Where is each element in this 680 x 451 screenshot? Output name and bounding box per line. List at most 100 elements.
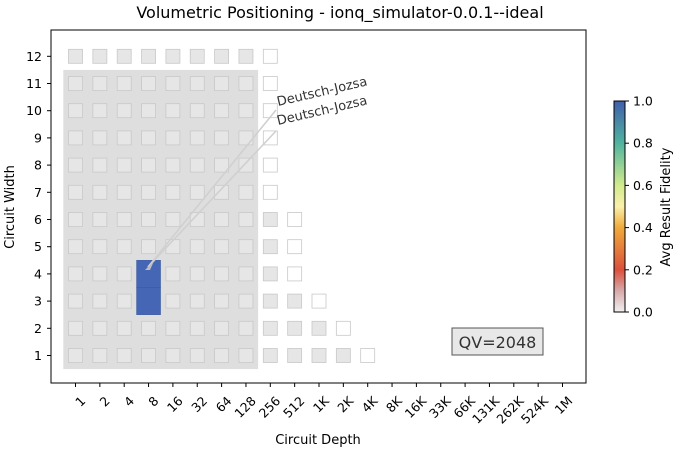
background-cell	[141, 103, 156, 119]
x-tick-label: 8	[145, 393, 161, 409]
background-cell	[92, 103, 108, 119]
background-cell	[214, 157, 230, 173]
background-cell	[214, 348, 230, 363]
background-cell	[360, 348, 376, 363]
background-cell	[262, 212, 278, 227]
background-cell	[141, 212, 156, 227]
background-cell	[141, 184, 156, 200]
background-cell	[287, 212, 303, 227]
colorbar: 0.0 0.2 0.4 0.6 0.8 1.0 Avg Result Fidelity	[613, 94, 674, 320]
background-cell	[92, 130, 108, 146]
background-cell	[189, 212, 205, 227]
x-tick-label: 16	[164, 393, 186, 415]
background-cell	[189, 320, 205, 336]
background-cell	[214, 293, 230, 309]
background-cell	[238, 48, 254, 64]
background-cell	[141, 48, 156, 64]
qv-label: QV=2048	[459, 333, 537, 352]
background-cell	[214, 320, 230, 336]
background-cell	[116, 157, 132, 173]
y-tick-label: 1	[34, 348, 42, 363]
y-tick-label: 9	[34, 130, 42, 145]
colorbar-tick-label: 0.6	[633, 178, 653, 193]
background-cell	[116, 320, 132, 336]
x-tick-label: 1K	[310, 393, 333, 416]
background-cell	[68, 157, 83, 173]
background-cell	[68, 103, 83, 119]
colorbar-label: Avg Result Fidelity	[659, 147, 674, 266]
y-tick-label: 3	[34, 294, 42, 309]
benchmark-marker	[136, 260, 161, 288]
y-axis-label: Circuit Width	[3, 165, 18, 249]
background-cell	[262, 184, 278, 200]
background-cell	[165, 348, 181, 363]
background-cell	[92, 184, 108, 200]
background-cell	[214, 48, 230, 64]
x-tick-label: 128	[231, 393, 259, 421]
background-cell	[214, 130, 230, 146]
background-cell	[238, 184, 254, 200]
x-tick-label: 256	[256, 393, 284, 421]
background-cell	[214, 184, 230, 200]
x-tick-label: 512	[280, 393, 307, 420]
background-cell	[189, 130, 205, 146]
background-cell	[68, 348, 83, 363]
background-cell	[141, 130, 156, 146]
background-cell	[189, 103, 205, 119]
x-tick-label: 4	[121, 393, 137, 409]
background-cell	[116, 48, 132, 64]
background-cell	[141, 76, 156, 91]
background-cell	[262, 48, 278, 64]
colorbar-tick-label: 0.2	[633, 262, 653, 277]
background-cell	[68, 184, 83, 200]
background-cell	[116, 239, 132, 255]
background-cell	[335, 348, 351, 363]
background-cell	[141, 157, 156, 173]
background-cell	[189, 157, 205, 173]
colorbar-tick-label: 0.8	[633, 136, 653, 151]
background-cell	[214, 266, 230, 282]
x-tick-label: 33K	[426, 393, 454, 421]
background-cell	[165, 157, 181, 173]
background-cell	[189, 293, 205, 309]
background-cell	[116, 348, 132, 363]
background-cell	[238, 130, 254, 146]
background-cell	[262, 239, 278, 255]
x-tick-label: 32	[188, 393, 210, 415]
background-cell	[92, 212, 108, 227]
background-cell	[165, 76, 181, 91]
background-cell	[92, 348, 108, 363]
y-tick-label: 4	[34, 266, 42, 281]
background-cell	[92, 239, 108, 255]
background-cell	[68, 76, 83, 91]
background-cell	[116, 212, 132, 227]
background-cell	[68, 320, 83, 336]
background-cell	[189, 239, 205, 255]
background-cell	[238, 266, 254, 282]
background-cell	[335, 320, 351, 336]
background-cell	[214, 76, 230, 91]
background-cell	[238, 157, 254, 173]
x-tick-label: 64	[213, 393, 235, 415]
background-cell	[92, 157, 108, 173]
background-cell	[238, 320, 254, 336]
x-tick-label: 1	[72, 393, 88, 409]
y-tick-label: 8	[34, 158, 42, 173]
background-cell	[189, 266, 205, 282]
y-tick-label: 11	[26, 76, 42, 91]
x-tick-label: 2K	[334, 393, 357, 416]
background-cell	[141, 239, 156, 255]
background-cell	[262, 76, 278, 91]
background-cell	[238, 293, 254, 309]
background-cell	[165, 212, 181, 227]
background-cell	[238, 239, 254, 255]
background-cell	[165, 130, 181, 146]
background-cell	[287, 293, 303, 309]
background-cell	[141, 348, 156, 363]
annotation-arrowhead	[145, 261, 154, 270]
colorbar-tick-label: 0.0	[633, 305, 653, 320]
background-cell	[262, 157, 278, 173]
background-cell	[116, 266, 132, 282]
background-cell	[92, 293, 108, 309]
